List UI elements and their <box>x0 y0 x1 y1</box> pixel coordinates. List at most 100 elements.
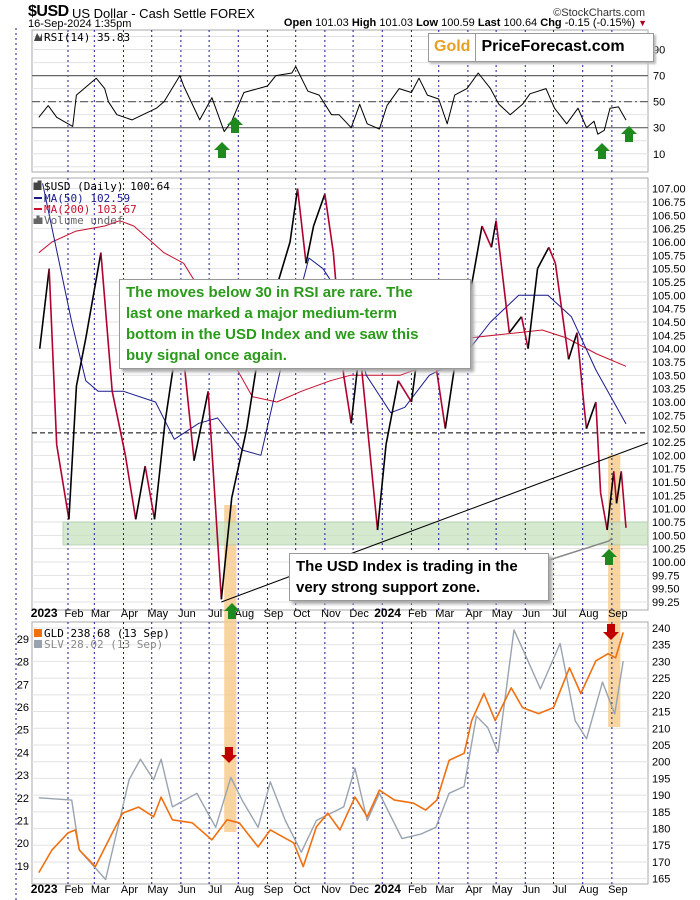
logo-priceforecast: PriceForecast.com <box>481 38 625 55</box>
price-axis-label: 102.50 <box>652 424 686 436</box>
ma200-legend: MA(200) 103.67 <box>44 203 137 216</box>
x-axis-label: Sep <box>608 608 628 620</box>
x-axis-label: Jul <box>208 608 222 620</box>
price-segment <box>376 444 387 531</box>
price-segment <box>124 455 137 520</box>
slv-line <box>38 629 624 881</box>
price-segment <box>554 263 570 360</box>
gld-axis-label: 180 <box>652 824 670 836</box>
rsi-annotation-line: buy signal once again. <box>126 347 287 364</box>
price-segment <box>111 391 127 456</box>
price-axis-label: 104.00 <box>652 344 686 356</box>
x-axis-label: Aug <box>579 884 599 896</box>
price-axis-label: 103.75 <box>652 357 686 369</box>
gld-legend-icon <box>34 629 42 637</box>
price-segment <box>508 316 523 334</box>
price-axis-label: 102.25 <box>652 437 686 449</box>
price-segment <box>434 359 447 429</box>
buy-arrow-icon <box>594 143 610 159</box>
price-axis-label: 105.75 <box>652 250 686 262</box>
last-label: Last <box>477 17 501 29</box>
x-axis-label: Nov <box>321 608 341 620</box>
price-axis-label: 101.50 <box>652 477 686 489</box>
x-axis-label: Apr <box>465 884 482 896</box>
slv-axis-label: 29 <box>17 634 29 646</box>
sell-arrow-icon <box>603 624 619 640</box>
price-segment <box>342 375 353 424</box>
low-label: Low <box>416 17 439 29</box>
price-segment <box>527 268 539 349</box>
price-segment <box>193 391 209 461</box>
price-axis-label: 104.25 <box>652 330 686 342</box>
gld-axis-label: 205 <box>652 740 670 752</box>
chg-value: -0.15 (-0.15%) <box>564 17 636 29</box>
rsi-axis-label: 10 <box>653 149 665 161</box>
buy-arrow-icon <box>214 142 230 158</box>
price-segment <box>397 380 413 403</box>
price-segment <box>48 268 58 445</box>
x-axis-label: May <box>147 884 168 896</box>
price-segment <box>144 465 156 520</box>
ma50-legend: MA(50) 102.59 <box>44 192 130 205</box>
price-segment <box>567 332 578 360</box>
price-segment <box>230 428 248 499</box>
price-segment <box>385 380 400 445</box>
open-value: 101.03 <box>315 17 349 29</box>
gld-axis-label: 225 <box>652 673 670 685</box>
x-axis-label: Jun <box>178 608 196 620</box>
price-axis-label: 101.00 <box>652 504 686 516</box>
x-axis-label: Jul <box>552 884 566 896</box>
open-label: Open <box>283 17 313 29</box>
price-axis-label: 103.50 <box>652 370 686 382</box>
symbol-description: US Dollar - Cash Settle FOREX <box>72 6 255 21</box>
x-axis-label: Apr <box>121 884 138 896</box>
volume-legend-icon <box>33 215 43 224</box>
x-axis-label: Jul <box>552 608 566 620</box>
slv-axis-label: 28 <box>17 657 29 669</box>
buy-arrow-icon <box>621 126 637 142</box>
price-axis-label: 106.75 <box>652 197 686 209</box>
price-segment <box>620 471 627 528</box>
x-axis-label: Aug <box>579 608 599 620</box>
x-axis-label: May <box>147 608 168 620</box>
rsi-axis-label: 70 <box>653 71 665 83</box>
copyright[interactable]: ©StockCharts.com <box>553 7 645 19</box>
support-annotation-line: The USD Index is trading in the <box>296 558 518 575</box>
down-triangle-icon: ▼ <box>638 18 647 28</box>
ma200-line <box>38 220 627 403</box>
price-segment <box>134 465 146 520</box>
rsi-axis-label: 50 <box>653 97 665 109</box>
price-segment <box>305 225 315 264</box>
x-axis-label: 2024 <box>374 882 401 896</box>
buy-arrow-icon <box>227 117 243 133</box>
price-legend: $USD (Daily) 100.64 <box>44 180 170 193</box>
x-axis-label: Oct <box>293 884 310 896</box>
x-axis-label: Feb <box>64 608 83 620</box>
price-axis-label: 99.25 <box>652 597 680 609</box>
price-segment <box>481 225 493 248</box>
slv-axis-label: 20 <box>17 838 29 850</box>
price-segment <box>207 391 223 600</box>
slv-axis-label: 21 <box>17 815 29 827</box>
price-segment <box>444 359 457 429</box>
x-axis-label: 2023 <box>31 606 58 620</box>
price-axis-label: 100.50 <box>652 530 686 542</box>
price-segment <box>220 497 233 600</box>
gld-axis-label: 210 <box>652 723 670 735</box>
price-axis-label: 106.00 <box>652 237 686 249</box>
slv-axis-label: 26 <box>17 702 29 714</box>
rsi-annotation-line: The moves below 30 in RSI are rare. The <box>126 284 413 301</box>
price-axis-label: 100.00 <box>652 557 686 569</box>
rsi-annotation-line: last one marked a major medium-term <box>126 305 397 322</box>
rsi-legend: RSI(14) 35.83 <box>44 31 130 44</box>
price-segment <box>358 348 379 531</box>
x-axis-label: Oct <box>293 608 310 620</box>
x-axis-label: Jul <box>208 884 222 896</box>
ma50-line <box>42 183 627 456</box>
x-axis-label: Mar <box>435 608 454 620</box>
price-segment <box>324 193 335 253</box>
logo: Gold PriceForecast.com <box>428 33 654 62</box>
x-axis-label: Mar <box>91 608 110 620</box>
